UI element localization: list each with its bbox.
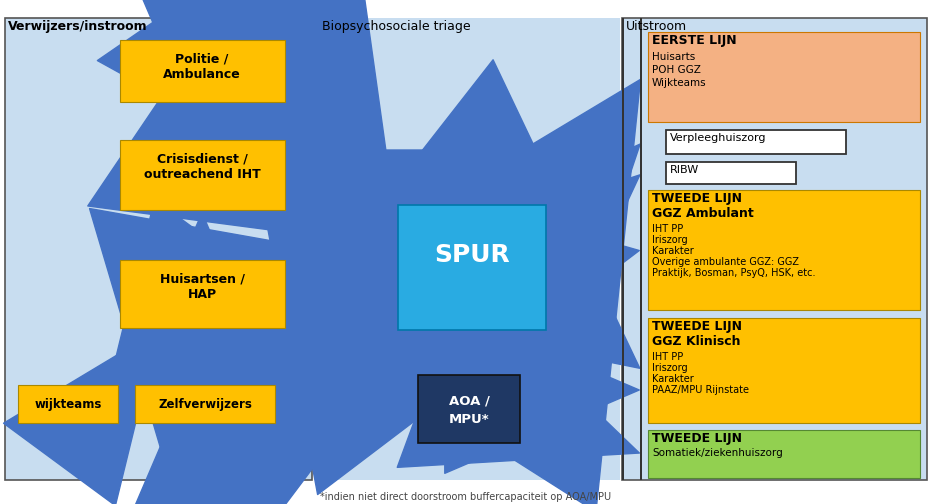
Text: Huisartsen /: Huisartsen / <box>159 273 244 286</box>
Text: PAAZ/MPU Rijnstate: PAAZ/MPU Rijnstate <box>652 385 749 395</box>
Text: TWEEDE LIJN: TWEEDE LIJN <box>652 320 742 333</box>
Text: Politie /: Politie / <box>175 53 228 66</box>
Bar <box>622 18 624 480</box>
Text: Crisisdienst /: Crisisdienst / <box>157 153 247 166</box>
Text: HAP: HAP <box>187 288 216 301</box>
Text: SPUR: SPUR <box>434 243 510 267</box>
Text: outreachend IHT: outreachend IHT <box>144 168 260 181</box>
Text: Praktijk, Bosman, PsyQ, HSK, etc.: Praktijk, Bosman, PsyQ, HSK, etc. <box>652 268 816 278</box>
Text: *indien niet direct doorstroom buffercapaciteit op AOA/MPU: *indien niet direct doorstroom buffercap… <box>321 492 611 502</box>
Text: wijkteams: wijkteams <box>34 398 102 411</box>
Bar <box>648 430 920 478</box>
Text: Biopsychosociale triage: Biopsychosociale triage <box>322 20 471 33</box>
Bar <box>648 32 920 122</box>
Text: Karakter: Karakter <box>652 246 693 256</box>
Text: AOA /: AOA / <box>448 395 489 408</box>
Text: Huisarts: Huisarts <box>652 52 695 62</box>
Bar <box>622 18 927 480</box>
Text: EERSTE LIJN: EERSTE LIJN <box>652 34 736 47</box>
Text: IHT PP: IHT PP <box>652 224 683 234</box>
Bar <box>135 385 275 423</box>
Text: Uitstroom: Uitstroom <box>626 20 687 33</box>
Bar <box>18 385 118 423</box>
Text: IHT PP: IHT PP <box>652 352 683 362</box>
Text: TWEEDE LIJN: TWEEDE LIJN <box>652 432 742 445</box>
Text: POH GGZ: POH GGZ <box>652 65 701 75</box>
Text: Wijkteams: Wijkteams <box>652 78 706 88</box>
Bar <box>318 18 620 480</box>
Text: RIBW: RIBW <box>670 165 699 175</box>
Text: MPU*: MPU* <box>448 413 489 426</box>
Bar <box>648 190 920 310</box>
Bar <box>640 18 642 480</box>
Text: Zelfverwijzers: Zelfverwijzers <box>158 398 252 411</box>
Text: Karakter: Karakter <box>652 374 693 384</box>
Text: Verpleeghuiszorg: Verpleeghuiszorg <box>670 133 766 143</box>
Bar <box>648 318 920 423</box>
Text: TWEEDE LIJN: TWEEDE LIJN <box>652 192 742 205</box>
Bar <box>666 130 846 154</box>
Text: Iriszorg: Iriszorg <box>652 363 688 373</box>
Text: Somatiek/ziekenhuiszorg: Somatiek/ziekenhuiszorg <box>652 448 783 458</box>
Text: Overige ambulante GGZ: GGZ: Overige ambulante GGZ: GGZ <box>652 257 799 267</box>
Bar <box>398 205 546 330</box>
Text: GGZ Klinisch: GGZ Klinisch <box>652 335 741 348</box>
Bar <box>418 375 520 443</box>
Bar <box>666 162 796 184</box>
Bar <box>120 260 285 328</box>
Bar <box>5 18 312 480</box>
Text: Iriszorg: Iriszorg <box>652 235 688 245</box>
Bar <box>120 140 285 210</box>
Text: GGZ Ambulant: GGZ Ambulant <box>652 207 754 220</box>
Text: Verwijzers/instroom: Verwijzers/instroom <box>8 20 147 33</box>
Bar <box>120 40 285 102</box>
Text: Ambulance: Ambulance <box>163 68 240 81</box>
